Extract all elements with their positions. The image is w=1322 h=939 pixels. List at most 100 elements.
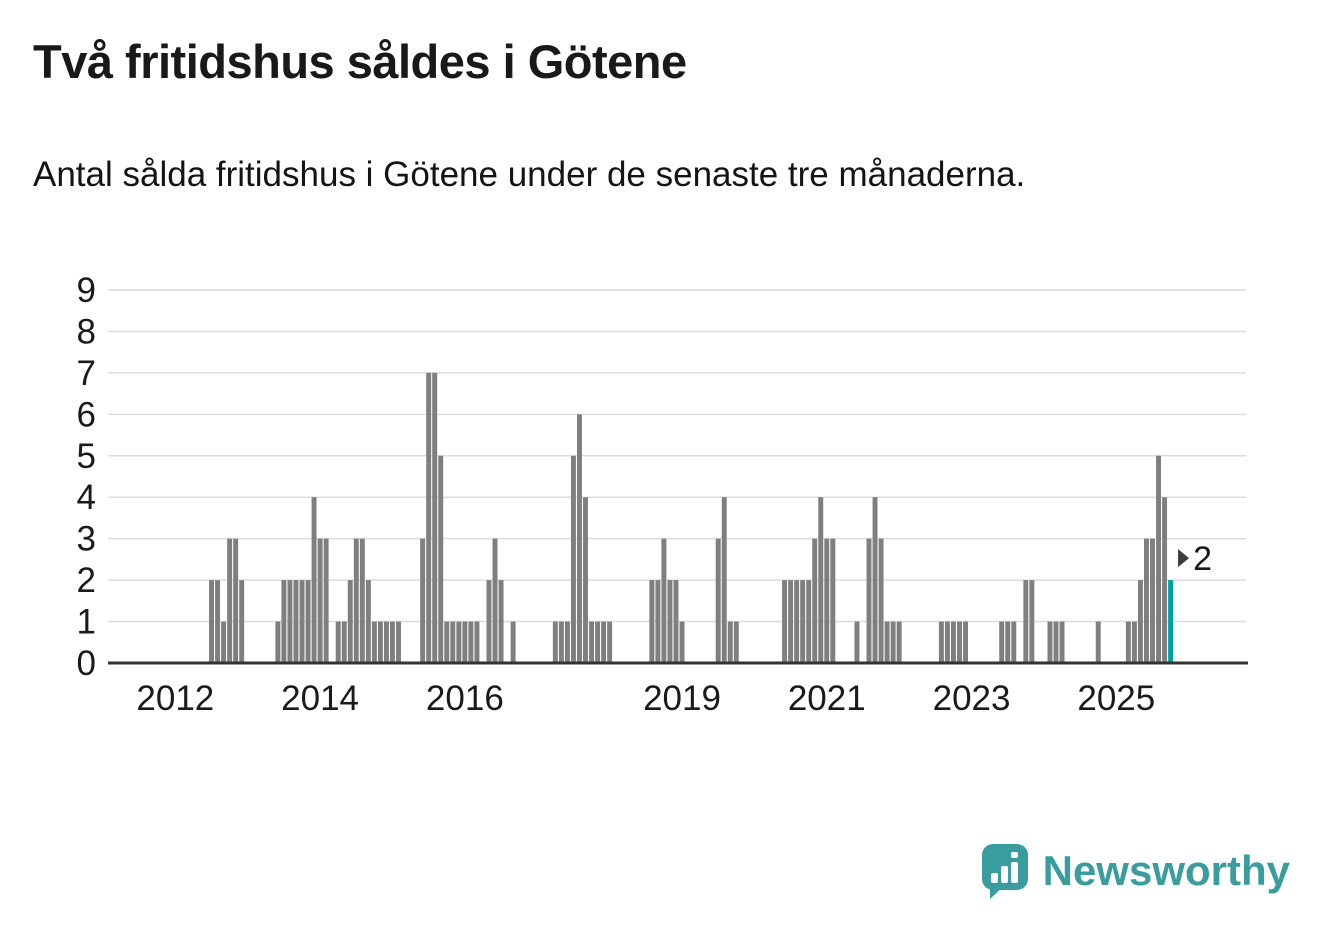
bar <box>281 580 287 663</box>
bar <box>299 580 305 663</box>
bar <box>667 580 673 663</box>
newsworthy-logo: Newsworthy <box>980 842 1290 899</box>
x-axis-tick-label: 2016 <box>426 679 504 718</box>
newsworthy-logo-text: Newsworthy <box>1042 846 1290 894</box>
bar <box>377 621 383 663</box>
x-axis-tick-label: 2019 <box>643 679 721 718</box>
bar <box>854 621 860 663</box>
bar <box>1144 538 1149 663</box>
bar <box>583 497 588 663</box>
x-axis-tick-label: 2014 <box>281 679 359 718</box>
y-axis-tick-label: 2 <box>77 561 96 600</box>
bar <box>957 621 962 663</box>
bar <box>1162 497 1168 663</box>
bar <box>788 580 794 663</box>
bar <box>595 621 601 663</box>
bar <box>1047 621 1053 663</box>
bar <box>227 538 233 663</box>
bar <box>1095 621 1101 663</box>
bar <box>444 621 450 663</box>
bar-latest-month <box>1168 580 1174 663</box>
bar <box>733 621 739 663</box>
x-axis-tick-label: 2021 <box>788 679 866 718</box>
bar <box>317 538 323 663</box>
bar <box>420 538 426 663</box>
bar <box>938 621 944 663</box>
bar <box>347 580 353 663</box>
bar <box>812 538 818 663</box>
bar <box>1131 621 1137 663</box>
y-axis-tick-label: 9 <box>77 271 96 310</box>
bar <box>872 497 878 663</box>
bar <box>589 621 595 663</box>
bar <box>1125 621 1131 663</box>
bar <box>649 580 655 663</box>
bar <box>782 580 788 663</box>
chart-subtitle: Antal sålda fritidshus i Götene under de… <box>33 155 1026 194</box>
bar <box>1053 621 1059 663</box>
bar <box>890 621 896 663</box>
bar <box>498 580 504 663</box>
bar <box>564 621 570 663</box>
bar <box>806 580 812 663</box>
bar <box>450 621 456 663</box>
bar <box>655 580 661 663</box>
bar <box>215 580 221 663</box>
bar <box>1150 538 1155 663</box>
bar <box>396 621 401 663</box>
bar <box>866 538 872 663</box>
bar <box>209 580 214 663</box>
bar <box>233 538 239 663</box>
bar <box>950 621 956 663</box>
bar <box>824 538 830 663</box>
bar <box>999 621 1005 663</box>
bar <box>390 621 395 663</box>
bar <box>438 455 444 663</box>
bar <box>577 414 582 663</box>
annotation-arrow-icon <box>1178 549 1190 568</box>
bar <box>661 538 667 663</box>
bar <box>305 580 311 663</box>
bar <box>1029 580 1035 663</box>
bar <box>426 372 432 663</box>
bar <box>1005 621 1011 663</box>
bar <box>800 580 806 663</box>
bar <box>552 621 558 663</box>
bar <box>371 621 377 663</box>
bar <box>1059 621 1065 663</box>
bar <box>794 580 800 663</box>
bar <box>311 497 317 663</box>
bar <box>239 580 245 663</box>
x-axis-tick-label: 2012 <box>136 679 214 718</box>
bar <box>1011 621 1017 663</box>
y-axis-tick-label: 5 <box>77 437 96 476</box>
bar <box>293 580 299 663</box>
x-axis-tick-label: 2025 <box>1077 679 1155 718</box>
bar <box>432 372 438 663</box>
bar <box>365 580 371 663</box>
bar <box>492 538 498 663</box>
y-axis-tick-label: 7 <box>77 354 96 393</box>
bar <box>462 621 468 663</box>
bar <box>715 538 721 663</box>
y-axis-tick-label: 6 <box>77 395 96 434</box>
bar <box>558 621 564 663</box>
bar <box>607 621 613 663</box>
y-axis-tick-label: 1 <box>77 603 96 642</box>
bar <box>1023 580 1029 663</box>
bar <box>323 538 329 663</box>
bar <box>884 621 890 663</box>
bar <box>963 621 968 663</box>
bar <box>353 538 359 663</box>
bar <box>944 621 950 663</box>
bar <box>1137 580 1143 663</box>
bar <box>341 621 347 663</box>
bar <box>878 538 884 663</box>
bar <box>486 580 492 663</box>
bar <box>727 621 733 663</box>
y-axis-tick-label: 0 <box>77 644 96 683</box>
y-axis-tick-label: 4 <box>77 478 96 517</box>
bar <box>673 580 679 663</box>
